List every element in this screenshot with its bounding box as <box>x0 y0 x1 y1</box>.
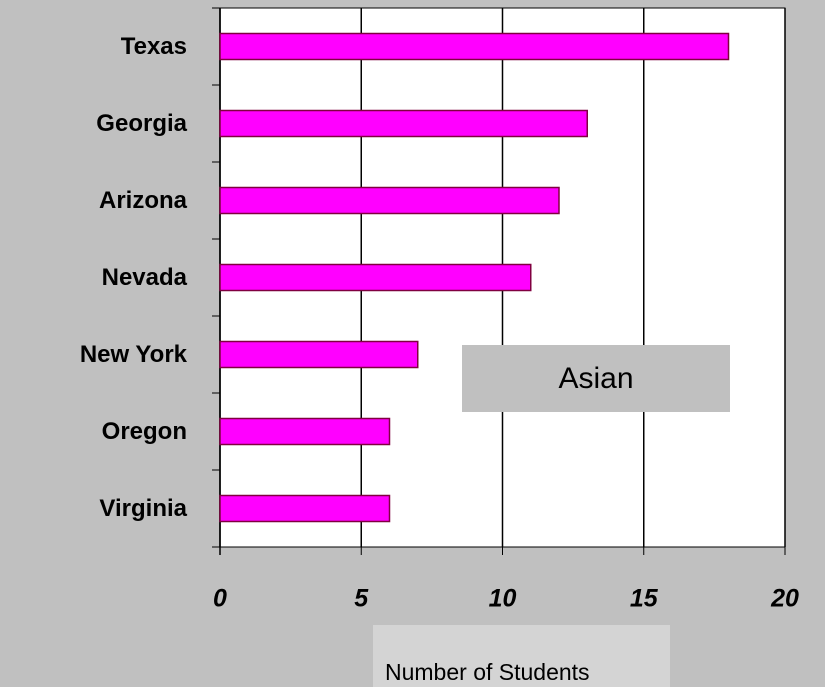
bar <box>219 417 391 446</box>
x-axis-label: Number of Students <box>385 659 590 685</box>
y-tick-label: Arizona <box>99 187 188 214</box>
y-tick-label: Georgia <box>96 110 187 137</box>
x-tick-label: 0 <box>213 585 227 613</box>
y-tick-label: Virginia <box>99 495 187 522</box>
bar <box>219 32 730 61</box>
x-tick-label: 15 <box>630 585 659 613</box>
annotation: Asian <box>558 362 633 395</box>
y-tick-label: New York <box>80 341 188 368</box>
x-tick-label: 5 <box>354 585 369 613</box>
bar <box>219 263 532 292</box>
x-tick-label: 10 <box>489 585 517 613</box>
y-tick-label: Nevada <box>102 264 188 291</box>
bar <box>219 186 560 215</box>
y-tick-label: Oregon <box>102 418 187 445</box>
bar <box>219 494 391 523</box>
x-tick-label: 20 <box>770 585 799 613</box>
y-tick-label: Texas <box>121 33 187 60</box>
bar <box>219 340 419 369</box>
annotation-box <box>462 345 730 412</box>
x-label-box <box>373 625 670 687</box>
bar <box>219 109 588 138</box>
